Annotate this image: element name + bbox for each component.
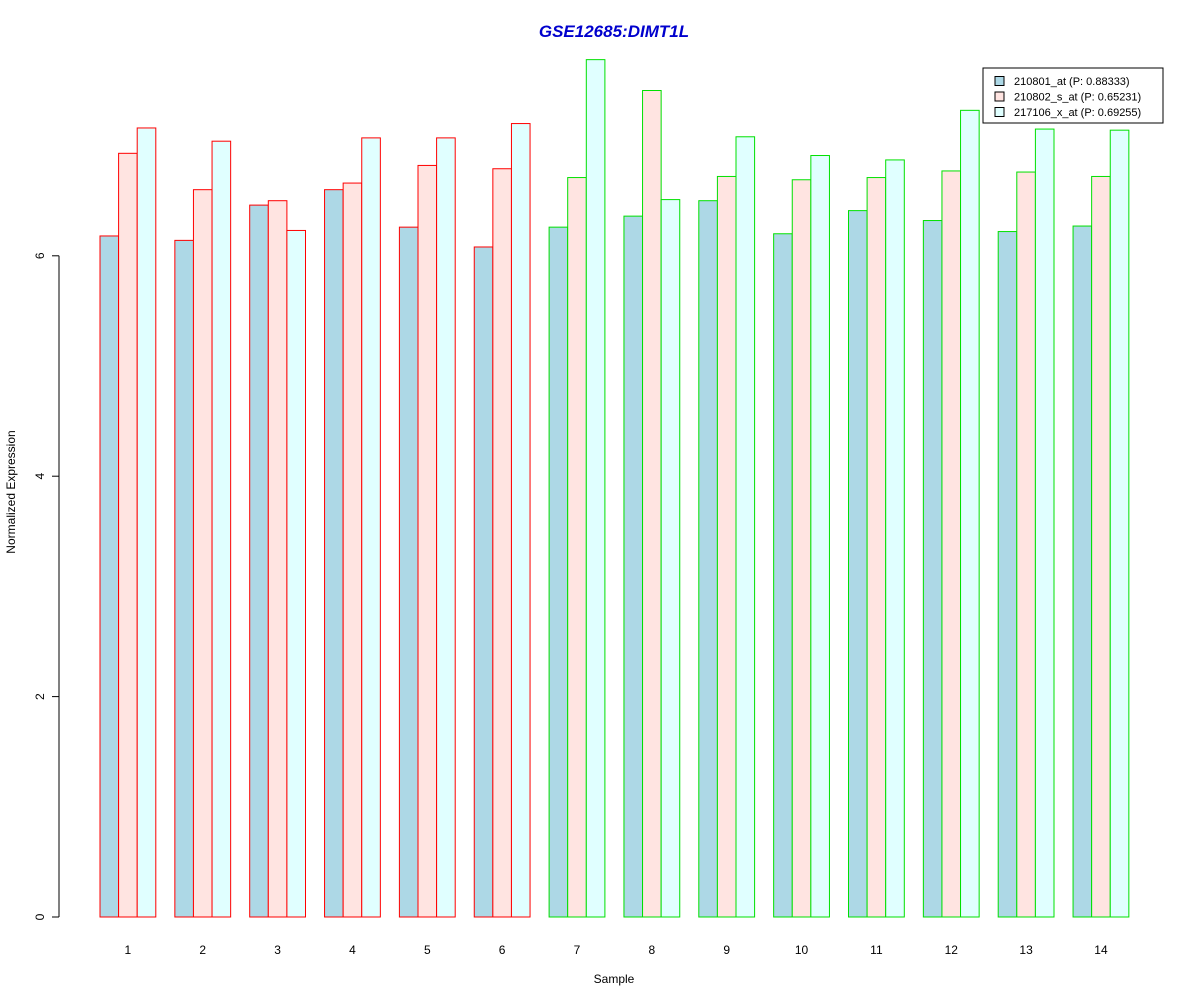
bar-sample-1-series-2 — [118, 152, 138, 918]
bar-sample-3-series-2 — [267, 200, 288, 918]
x-tick-label: 5 — [424, 943, 431, 957]
y-tick-label: 6 — [33, 252, 47, 259]
x-tick-label: 10 — [795, 943, 809, 957]
bar-sample-7-series-1 — [548, 226, 569, 918]
x-tick-label: 7 — [574, 943, 581, 957]
x-tick-label: 8 — [649, 943, 656, 957]
bar-sample-4-series-2 — [342, 182, 363, 918]
legend-box — [982, 67, 1164, 124]
bar-sample-1-series-3 — [136, 127, 157, 918]
bar-sample-14-series-2 — [1091, 175, 1111, 918]
bar-sample-11-series-2 — [866, 177, 887, 918]
bar-sample-14-series-3 — [1109, 129, 1130, 918]
bar-sample-2-series-3 — [211, 140, 232, 918]
bar-sample-2-series-2 — [192, 189, 213, 918]
x-tick-label: 4 — [349, 943, 356, 957]
x-tick-label: 12 — [945, 943, 959, 957]
bar-sample-2-series-1 — [174, 239, 194, 918]
x-axis-tick-labels: 1 2 3 4 5 6 7 8 9 10 11 12 13 14 — [125, 943, 1108, 957]
bars — [99, 59, 1130, 918]
bar-sample-6-series-2 — [492, 168, 512, 918]
bar-sample-13-series-3 — [1034, 128, 1055, 918]
x-tick-label: 1 — [125, 943, 132, 957]
bar-sample-4-series-3 — [361, 137, 381, 918]
legend: 210801_at (P: 0.88333) 210802_s_at (P: 0.… — [982, 67, 1164, 124]
legend-entry: 210801_at (P: 0.88333) — [1014, 76, 1130, 88]
legend-swatch — [994, 107, 1005, 117]
y-tick-label: 2 — [33, 693, 47, 700]
bar-sample-11-series-1 — [848, 210, 868, 918]
bar-sample-8-series-1 — [623, 215, 644, 918]
bar-sample-5-series-1 — [398, 226, 419, 918]
bar-sample-12-series-3 — [960, 109, 980, 918]
x-tick-label: 2 — [199, 943, 206, 957]
chart-title: GSE12685:DIMT1L — [539, 22, 689, 41]
x-tick-label: 9 — [723, 943, 730, 957]
bar-sample-5-series-2 — [417, 164, 438, 918]
legend-swatch — [994, 76, 1005, 86]
x-tick-label: 11 — [870, 943, 883, 957]
bar-sample-9-series-2 — [716, 175, 737, 918]
x-axis-label: Sample — [594, 972, 635, 986]
bar-sample-9-series-1 — [698, 200, 718, 918]
legend-entry: 217106_x_at (P: 0.69255) — [1014, 107, 1141, 119]
bar-sample-4-series-1 — [324, 189, 344, 918]
bar-sample-13-series-1 — [997, 231, 1018, 918]
bar-sample-8-series-2 — [642, 90, 662, 918]
bar-sample-13-series-2 — [1016, 171, 1036, 918]
bar-sample-8-series-3 — [660, 199, 681, 918]
bar-sample-11-series-3 — [885, 159, 905, 918]
bar-sample-12-series-1 — [922, 220, 943, 918]
bar-sample-10-series-1 — [773, 233, 793, 918]
bar-sample-3-series-3 — [286, 229, 306, 918]
bar-sample-6-series-3 — [510, 123, 531, 918]
bar-sample-9-series-3 — [735, 136, 756, 918]
bar-sample-10-series-3 — [810, 155, 830, 918]
y-tick-label: 0 — [33, 913, 47, 920]
x-tick-label: 6 — [499, 943, 506, 957]
y-tick-label: 4 — [33, 473, 47, 480]
bar-sample-12-series-2 — [941, 170, 962, 918]
y-axis-label: Normalized Expression — [4, 430, 18, 553]
x-tick-label: 13 — [1019, 943, 1033, 957]
bar-sample-10-series-2 — [791, 179, 812, 918]
x-tick-label: 14 — [1094, 943, 1108, 957]
legend-swatch — [994, 91, 1005, 102]
legend-entry: 210802_s_at (P: 0.65231) — [1014, 92, 1141, 104]
bar-sample-5-series-3 — [436, 137, 456, 918]
bar-sample-7-series-3 — [585, 59, 606, 918]
bar-sample-1-series-1 — [99, 235, 120, 918]
bar-sample-3-series-1 — [249, 204, 269, 918]
y-axis: 0 2 4 6 — [33, 252, 60, 920]
bar-sample-14-series-1 — [1072, 225, 1093, 918]
x-tick-label: 3 — [274, 943, 281, 957]
bar-sample-7-series-2 — [567, 177, 587, 918]
bar-sample-6-series-1 — [473, 246, 494, 918]
